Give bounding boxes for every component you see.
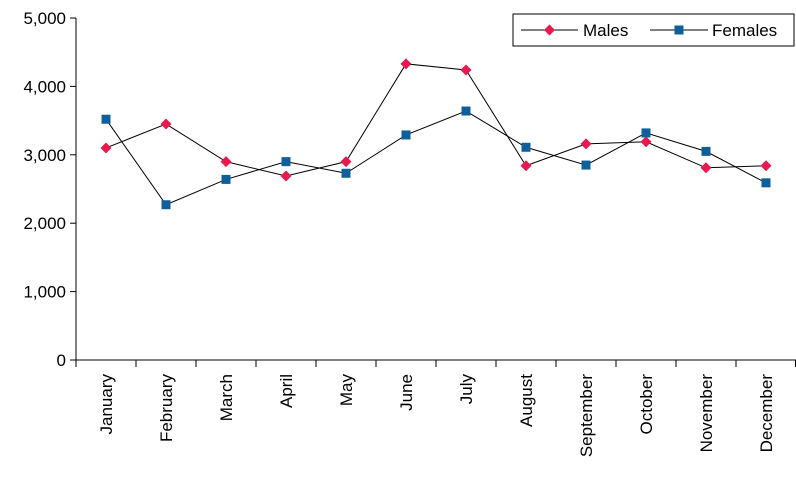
- data-point-females: [461, 106, 471, 116]
- x-tick-label: June: [397, 374, 416, 411]
- x-tick-label: December: [757, 374, 776, 453]
- x-tick-label: September: [577, 374, 596, 457]
- x-tick-label: April: [277, 374, 296, 408]
- series-line-males: [105, 63, 767, 177]
- data-point-males: [580, 138, 592, 150]
- data-point-males: [280, 170, 292, 182]
- data-point-males: [640, 136, 652, 148]
- data-point-males: [400, 58, 412, 70]
- data-point-males: [700, 162, 712, 174]
- data-point-males: [100, 142, 112, 154]
- x-tick-label: February: [157, 374, 176, 443]
- data-point-females: [401, 130, 411, 140]
- data-point-males: [460, 64, 472, 76]
- series-line-females: [105, 110, 767, 206]
- legend-item-males: Males: [521, 21, 628, 40]
- series-layer: [100, 58, 772, 210]
- legend: Males Females: [512, 13, 795, 47]
- data-point-males: [220, 156, 232, 168]
- data-point-females: [641, 128, 651, 138]
- data-point-females: [581, 160, 591, 170]
- x-tick-label: August: [517, 374, 536, 427]
- x-axis: January February March April May June July Augu…: [75, 359, 796, 457]
- y-tick-label: 1,000: [23, 283, 66, 302]
- y-tick-label: 2,000: [23, 214, 66, 233]
- data-point-females: [281, 157, 291, 167]
- data-point-males: [340, 156, 352, 168]
- y-axis: 0 1,000 2,000 3,000 4,000 5,000: [23, 9, 77, 370]
- data-point-females: [521, 142, 531, 152]
- data-point-females: [221, 174, 231, 184]
- y-tick-label: 0: [57, 351, 66, 370]
- data-point-females: [761, 178, 771, 188]
- legend-marker: [544, 24, 555, 36]
- y-tick-label: 4,000: [23, 77, 66, 96]
- data-point-females: [161, 200, 171, 210]
- data-point-females: [341, 168, 351, 178]
- data-point-males: [760, 160, 772, 172]
- x-tick-label: October: [637, 374, 656, 435]
- x-tick-label: January: [97, 374, 116, 435]
- data-point-females: [101, 114, 111, 124]
- x-tick-label: November: [697, 374, 716, 453]
- data-point-males: [160, 118, 172, 130]
- data-point-females: [701, 146, 711, 156]
- x-tick-label: May: [337, 374, 356, 407]
- legend-label: Females: [712, 21, 777, 40]
- x-tick-label: July: [457, 374, 476, 405]
- series-females: [101, 106, 771, 210]
- y-tick-label: 5,000: [23, 9, 66, 28]
- x-tick-label: March: [217, 374, 236, 421]
- y-tick-label: 3,000: [23, 146, 66, 165]
- legend-label: Males: [583, 21, 628, 40]
- legend-marker: [674, 25, 684, 35]
- legend-item-females: Females: [650, 21, 777, 40]
- data-point-males: [520, 160, 532, 172]
- series-males: [100, 58, 772, 182]
